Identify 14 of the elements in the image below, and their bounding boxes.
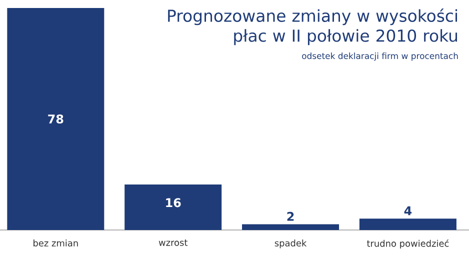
bar [242,224,340,230]
x-tick-label: spadek [274,240,307,248]
bar [124,184,222,230]
text: Prognozowane zmiany w wysokości płac w II połowie 2010 roku [168,8,457,46]
data-label: 2 [287,212,294,221]
data-label: 4 [404,206,412,216]
text: odsetek deklaracji firm w procentach [302,52,458,61]
bar [7,8,104,230]
bar [359,218,456,230]
x-tick-label: bez zmian [34,240,78,246]
x-tick-label: wzrost [158,240,188,246]
data-label: 78 [48,114,64,124]
data-label: 16 [166,198,181,208]
x-tick-label: trudno powiedzieć [366,240,449,249]
